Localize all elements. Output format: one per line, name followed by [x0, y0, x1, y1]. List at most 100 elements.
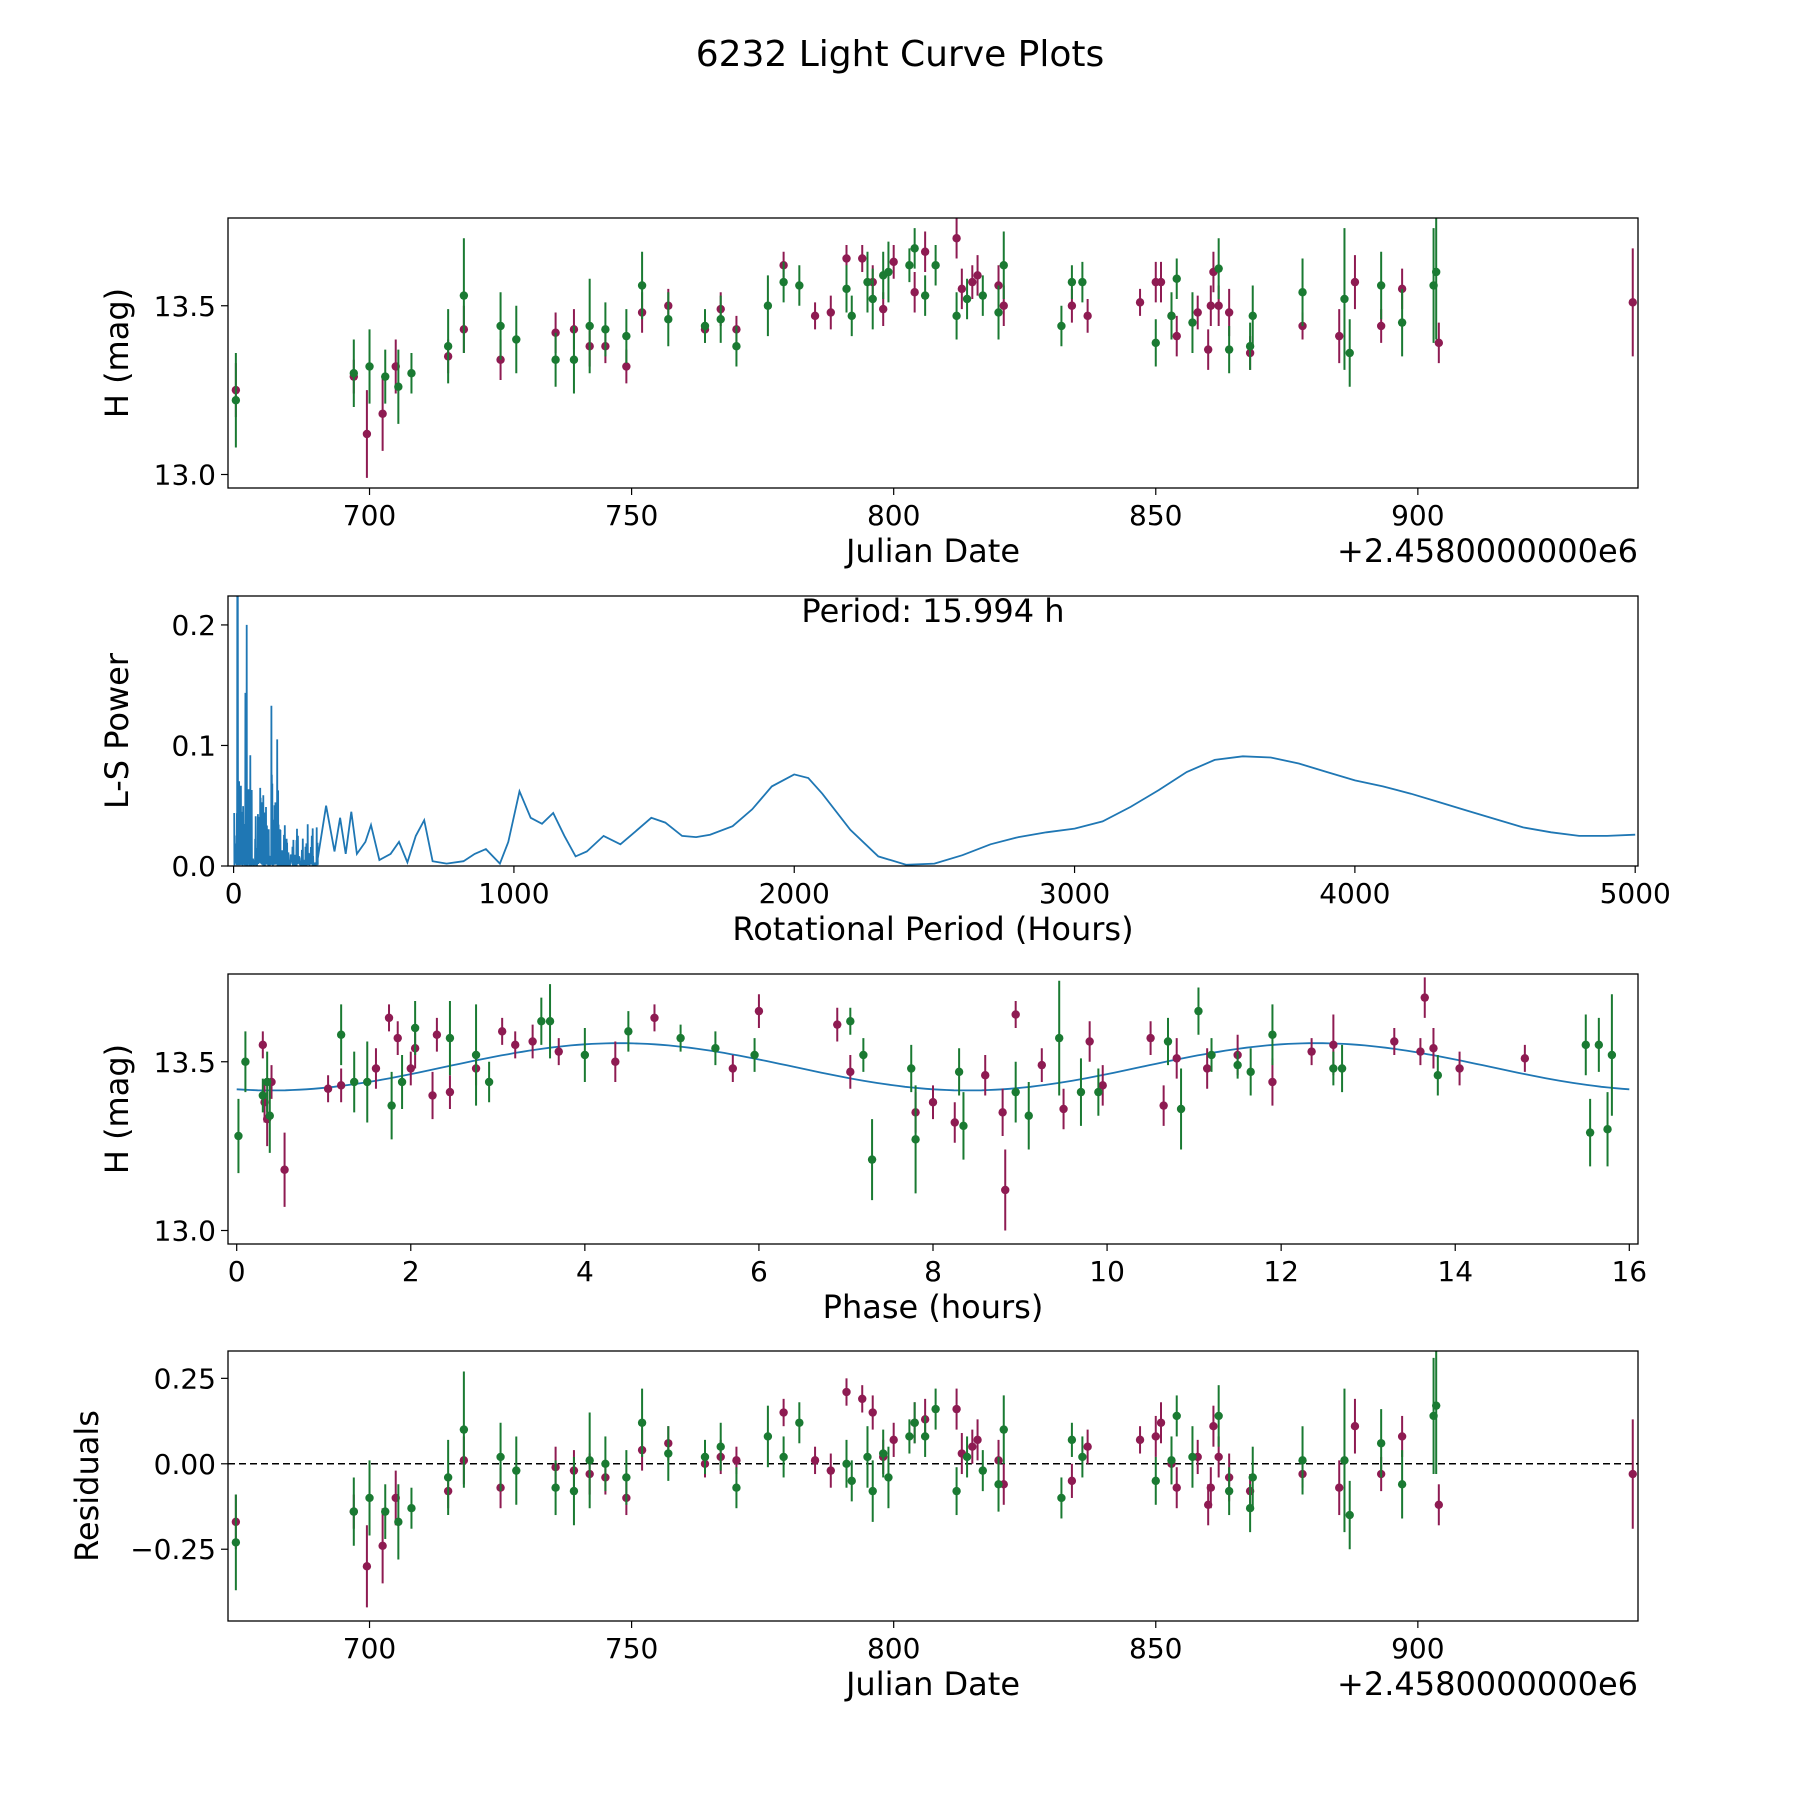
- data-point: [1429, 1044, 1438, 1053]
- y-tick-label: 13.5: [154, 290, 216, 323]
- data-point: [1055, 1033, 1064, 1043]
- data-point: [1268, 1077, 1277, 1087]
- data-point: [1397, 318, 1407, 327]
- data-point: [795, 1418, 804, 1427]
- data-point: [863, 1452, 872, 1462]
- data-point: [622, 331, 631, 341]
- x-axis-label: Rotational Period (Hours): [732, 910, 1133, 948]
- data-point: [1345, 348, 1354, 358]
- data-point: [879, 1449, 888, 1458]
- data-point: [1135, 1435, 1145, 1445]
- data-point: [1151, 338, 1160, 348]
- data-point: [931, 1404, 940, 1414]
- data-point: [1607, 1050, 1617, 1060]
- x-tick-label: 850: [1129, 1632, 1182, 1665]
- data-point: [336, 1081, 346, 1090]
- phase-fold-panel: 0 2 4 6 8 10 12 14 16 13.0 13.5 Phase (hours) H (mag…: [98, 973, 1647, 1326]
- data-point: [1024, 1111, 1033, 1120]
- data-point: [1376, 281, 1386, 290]
- periodogram-panel: 0 1000 2000 3000 4000 5000 0.0 0.1 0.2 Rotational…: [98, 592, 1671, 948]
- data-point: [349, 369, 358, 378]
- data-point: [1214, 301, 1223, 310]
- data-point: [234, 1131, 243, 1141]
- data-point: [763, 1432, 773, 1441]
- data-point: [700, 321, 710, 331]
- data-point: [884, 267, 893, 277]
- data-point: [859, 1050, 868, 1060]
- data-point: [994, 308, 1003, 317]
- data-point: [1337, 1064, 1347, 1073]
- x-tick-label: 700: [343, 499, 396, 532]
- data-point: [378, 1541, 387, 1551]
- data-point: [484, 1077, 494, 1087]
- series-filter-1: [231, 218, 1637, 478]
- x-tick-label: 750: [605, 499, 658, 532]
- data-point: [1076, 1087, 1086, 1097]
- x-tick-label: 700: [343, 1632, 396, 1665]
- x-axis-label: Julian Date: [844, 532, 1020, 570]
- data-point: [1067, 301, 1077, 310]
- data-point: [569, 355, 579, 364]
- data-point: [1248, 1473, 1257, 1482]
- data-point: [920, 1432, 930, 1441]
- data-point: [1172, 1411, 1181, 1421]
- series-filter-2: [234, 980, 1617, 1201]
- data-point: [601, 1459, 610, 1468]
- data-point: [750, 1050, 759, 1060]
- data-point: [381, 372, 390, 381]
- data-point: [258, 1040, 268, 1050]
- data-point: [265, 1111, 274, 1120]
- data-point: [1206, 1483, 1216, 1492]
- data-point: [928, 1098, 938, 1107]
- data-point: [973, 271, 982, 280]
- x-tick-label: 8: [924, 1255, 942, 1288]
- data-point: [732, 1483, 741, 1492]
- data-point: [585, 1456, 594, 1465]
- data-point: [1001, 1185, 1010, 1195]
- data-point: [459, 291, 469, 300]
- data-point: [1268, 1030, 1277, 1039]
- data-point: [978, 1466, 987, 1475]
- data-point: [810, 1456, 820, 1465]
- data-point: [795, 281, 804, 290]
- data-point: [858, 254, 867, 263]
- data-point: [1011, 1010, 1020, 1019]
- data-point: [1214, 1452, 1223, 1462]
- data-point: [1188, 1452, 1197, 1462]
- y-axis-label: H (mag): [98, 1044, 136, 1174]
- x-tick-label: 900: [1391, 1632, 1444, 1665]
- x-tick-label: 6: [750, 1255, 768, 1288]
- data-point: [624, 1027, 633, 1036]
- y-tick-label: 0.0: [171, 850, 216, 883]
- data-point: [664, 1449, 673, 1458]
- data-point: [1390, 1037, 1399, 1046]
- data-point: [443, 342, 453, 351]
- data-point: [258, 1091, 268, 1100]
- data-point: [716, 1442, 725, 1451]
- data-point: [410, 1023, 420, 1033]
- data-point: [833, 1020, 842, 1029]
- data-point: [847, 311, 856, 321]
- data-point: [611, 1057, 620, 1066]
- data-point: [810, 311, 820, 321]
- data-point: [847, 1476, 856, 1486]
- data-point: [1159, 1101, 1168, 1110]
- data-point: [905, 1432, 914, 1441]
- data-point: [826, 1466, 835, 1475]
- data-point: [394, 1517, 403, 1527]
- data-point: [732, 342, 741, 351]
- data-point: [1188, 318, 1197, 327]
- y-tick-label: 0.1: [171, 729, 216, 762]
- data-point: [512, 1466, 521, 1475]
- data-point: [445, 1033, 455, 1043]
- data-point: [868, 294, 877, 304]
- data-point: [1376, 1439, 1386, 1448]
- data-point: [378, 409, 387, 418]
- x-tick-label: 12: [1263, 1255, 1299, 1288]
- y-tick-label: 13.5: [154, 1046, 216, 1079]
- y-axis-label: H (mag): [98, 288, 136, 418]
- data-point: [231, 1538, 241, 1547]
- data-point: [763, 301, 773, 310]
- data-point: [397, 1077, 407, 1087]
- data-point: [511, 1040, 520, 1050]
